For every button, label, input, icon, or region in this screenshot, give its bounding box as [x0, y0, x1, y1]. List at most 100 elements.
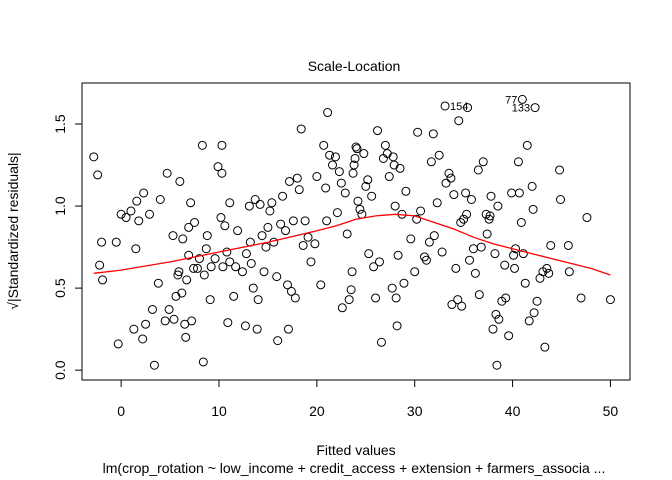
x-tick-label: 40	[505, 403, 521, 419]
data-point	[350, 153, 360, 163]
data-point	[355, 204, 365, 214]
data-point	[546, 240, 556, 250]
data-point	[446, 173, 456, 183]
data-point	[98, 275, 108, 285]
data-point	[392, 321, 402, 331]
data-point	[184, 250, 194, 260]
data-point	[544, 268, 554, 278]
data-point	[129, 324, 139, 334]
data-point	[461, 188, 471, 198]
data-point	[284, 176, 294, 186]
data-point	[181, 332, 191, 342]
data-point	[259, 267, 269, 277]
data-point	[488, 324, 498, 334]
data-point	[416, 206, 426, 216]
data-point	[240, 321, 250, 331]
point-label: 133	[512, 103, 530, 115]
data-point	[93, 170, 103, 180]
data-point	[178, 234, 188, 244]
data-point	[111, 237, 121, 247]
data-point	[303, 232, 313, 242]
data-point	[357, 209, 367, 219]
data-point	[273, 336, 283, 346]
data-point	[473, 165, 483, 175]
data-point	[429, 231, 439, 241]
x-axis-title: Fitted values	[316, 442, 395, 458]
data-point	[492, 360, 502, 370]
data-point	[336, 178, 346, 188]
data-point	[330, 152, 340, 162]
data-point	[213, 162, 223, 172]
data-point	[520, 278, 530, 288]
data-point	[359, 149, 369, 159]
data-point	[233, 226, 243, 236]
data-point	[206, 262, 216, 272]
data-point	[412, 214, 422, 224]
data-point	[540, 342, 550, 352]
data-point	[194, 254, 204, 264]
data-point	[184, 222, 194, 232]
chart-title: Scale-Location	[308, 58, 401, 74]
data-point	[189, 263, 199, 273]
data-point	[182, 275, 192, 285]
data-point	[134, 216, 144, 226]
data-point	[276, 219, 286, 229]
data-point	[348, 168, 358, 178]
data-point	[283, 280, 292, 290]
data-point	[187, 316, 197, 326]
plot-frame	[81, 82, 631, 381]
data-point	[470, 268, 480, 278]
data-point	[141, 319, 151, 329]
y-tick-label: 0.0	[52, 360, 68, 380]
data-point	[155, 195, 165, 205]
data-point	[563, 240, 573, 250]
data-point	[441, 178, 451, 188]
data-point	[149, 360, 159, 370]
data-point	[532, 296, 542, 306]
data-point	[267, 198, 277, 208]
data-point	[374, 257, 384, 267]
data-point	[491, 309, 501, 319]
data-point	[462, 209, 472, 219]
data-point	[296, 124, 306, 134]
y-tick-label: 1.5	[52, 114, 68, 134]
data-point	[198, 357, 208, 367]
data-point	[255, 199, 265, 209]
data-point	[413, 127, 423, 137]
data-point	[257, 231, 267, 241]
data-point	[494, 314, 504, 324]
data-point	[263, 222, 273, 232]
y-axis-title: √|Standardized residuals|	[5, 152, 21, 309]
data-point	[281, 226, 291, 236]
data-point	[367, 191, 377, 201]
data-point	[352, 144, 362, 154]
point-labels: 77 154 133	[450, 94, 530, 114]
data-point	[490, 249, 500, 259]
data-point	[399, 278, 409, 288]
data-point	[421, 255, 431, 265]
data-point	[530, 103, 540, 113]
data-point	[500, 260, 510, 270]
data-point	[220, 221, 230, 231]
data-point	[265, 206, 275, 216]
data-point	[261, 242, 271, 252]
data-point	[507, 188, 517, 198]
x-axis: 0 10 20 30 40 50	[117, 379, 618, 419]
data-point	[493, 201, 503, 211]
data-point	[369, 262, 379, 272]
data-point	[116, 209, 126, 219]
data-point	[482, 229, 492, 239]
data-point	[353, 196, 363, 206]
data-point	[139, 188, 149, 198]
data-point	[306, 257, 316, 267]
data-point	[371, 293, 381, 303]
data-point	[434, 150, 444, 160]
data-point	[485, 211, 495, 221]
data-point	[380, 140, 390, 150]
data-point	[376, 337, 386, 347]
point-label: 154	[450, 101, 468, 113]
data-point	[244, 201, 254, 211]
data-point	[177, 288, 187, 298]
x-tick-label: 10	[211, 403, 227, 419]
